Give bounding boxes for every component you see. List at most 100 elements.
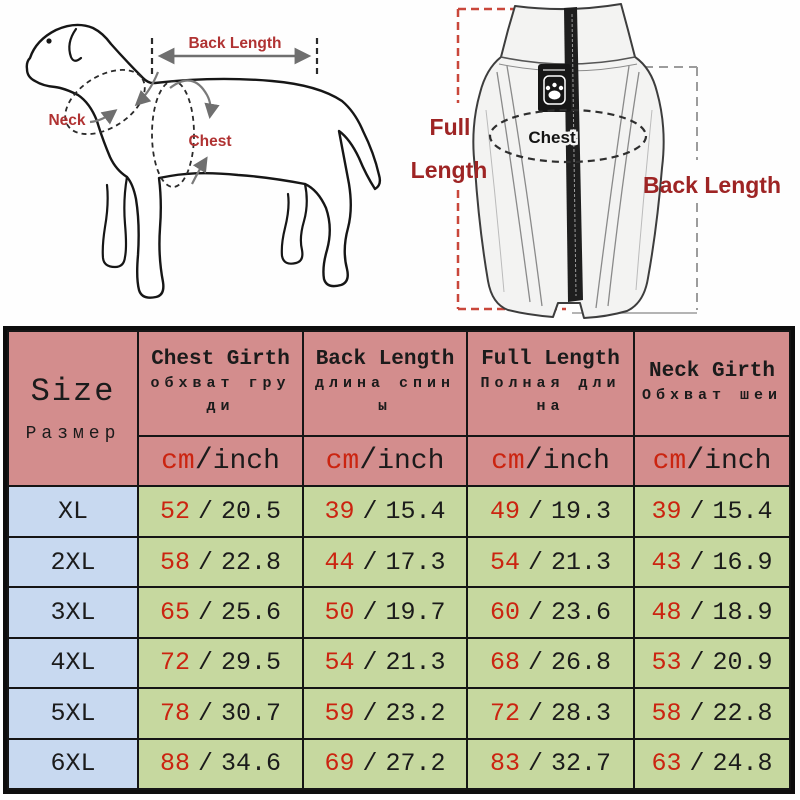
cm-value: 72 [489,698,520,728]
value-cell: 59/23.2 [302,687,468,740]
unit-cell: cm/inch [137,434,304,488]
value-separator: / [362,597,378,627]
cm-value: 50 [324,597,355,627]
column-header-ru: Обхват шеи [641,386,782,404]
inch-value: 19.3 [551,497,612,527]
dog-ear [68,27,83,62]
value-separator: / [527,497,543,527]
table-row: 3XL 65/25.6 50/19.7 60/23.6 48/18.9 [7,586,791,639]
column-header-chest-girth: Chest Girth обхват груди [137,330,304,437]
inch-value: 15.4 [712,497,773,527]
table-row: 4XL 72/ 29.5 54/21.3 68/26.8 53/20.9 [7,636,791,690]
unit-slash: / [194,444,213,479]
column-header-full-length: Full Length Полная длина [466,330,635,437]
value-separator: / [689,749,705,779]
value-cell: 54/21.3 [302,636,468,690]
unit-inch: inch [212,446,280,478]
value-cell: 54/21.3 [466,535,635,589]
cm-value: 52 [159,497,190,527]
inch-value: 24.8 [712,749,773,779]
table-row: XL 52/20.5 39/15.4 49/19.3 39/15.4 [7,485,791,538]
value-separator: / [527,597,543,627]
unit-cm: cm [325,446,360,478]
value-separator: / [197,648,213,678]
cm-value: 72 [159,648,190,678]
vest-full-length-label-line1: Full [430,114,471,140]
value-cell: 60/ 23.6 [466,586,635,639]
vest-back-length-label: Back Length [643,172,781,198]
value-cell: 52/ 20.5 [137,485,304,538]
cm-value: 63 [651,749,682,779]
dog-measurement-diagram: Back Length Neck Chest [25,23,382,299]
cm-value: 39 [651,497,682,527]
inch-value: 28.3 [551,698,612,728]
size-cell: 4XL [7,636,139,690]
chest-arrow-top [169,79,220,120]
inch-value: 23.6 [551,597,612,627]
cm-value: 59 [324,698,355,728]
value-cell: 44/17.3 [302,535,468,589]
column-header-ru: обхват груди [150,375,291,415]
unit-cm: cm [652,446,687,478]
cm-value: 48 [651,597,682,627]
inch-value: 22.8 [221,547,282,577]
cm-value: 43 [651,547,682,577]
inch-value: 22.8 [712,698,773,728]
quilting-lines [485,65,653,309]
value-cell: 83/ 32.7 [466,737,635,791]
value-cell: 58/22.8 [633,687,791,740]
paw-label [538,64,571,112]
zipper-teeth [571,13,577,297]
size-header-cell: Size Размер [7,329,139,488]
size-cell: 2XL [7,535,139,589]
column-header-en: Chest Girth [151,348,290,372]
size-cell: 6XL [7,737,139,791]
cm-value: 58 [159,547,190,577]
inch-value: 29.5 [221,648,282,678]
unit-cell: cm/inch [302,434,468,488]
unit-cm: cm [491,446,525,478]
inch-value: 19.7 [385,597,446,627]
value-cell: 58/22.8 [137,535,304,589]
value-separator: / [362,547,378,577]
value-cell: 48/18.9 [633,586,791,639]
value-separator: / [197,698,213,728]
cm-value: 68 [489,648,520,678]
value-cell: 53/20.9 [633,636,791,690]
inch-value: 23.2 [385,698,446,728]
inch-value: 20.5 [221,497,282,527]
unit-row: cm/inch cm/inch cm/inch cm/inch [8,434,791,488]
value-cell: 39/15.4 [633,485,791,538]
column-header-en: Neck Girth [648,359,776,383]
size-cell: 5XL [7,687,139,740]
inch-value: 25.6 [221,597,282,627]
value-separator: / [689,547,705,577]
size-cell: 3XL [7,586,139,639]
dog-neck-label: Neck [48,112,85,129]
value-cell: 50/19.7 [302,586,468,639]
vest-chest-dashed-ellipse [488,108,648,164]
cm-value: 49 [489,497,520,527]
dog-far-rear-leg [280,182,308,265]
unit-inch: inch [704,446,772,478]
value-cell: 68/ 26.8 [466,636,635,690]
column-header-neck-girth: Neck Girth Обхват шеи [633,330,791,437]
size-header-ru: Размер [25,424,121,445]
vest-chest-label: Chest [528,128,576,147]
table-row: 6XL 88/34.6 69/27.2 83/32.7 63/24.8 [7,737,791,791]
value-separator: / [689,698,705,728]
inch-value: 27.2 [385,749,446,779]
inch-value: 30.7 [221,698,282,728]
value-separator: / [689,497,705,527]
inch-value: 26.8 [551,648,612,678]
neck-girth-dashed-ellipse [64,69,146,135]
unit-inch: inch [377,446,445,478]
value-cell: 49/ 19.3 [466,485,635,538]
column-header-ru: Полная длина [480,375,621,415]
unit-slash: / [359,444,378,479]
cm-value: 78 [159,698,190,728]
inch-value: 17.3 [385,547,446,577]
dog-far-front-leg [101,175,129,269]
chest-arrow-bottom [191,156,208,185]
